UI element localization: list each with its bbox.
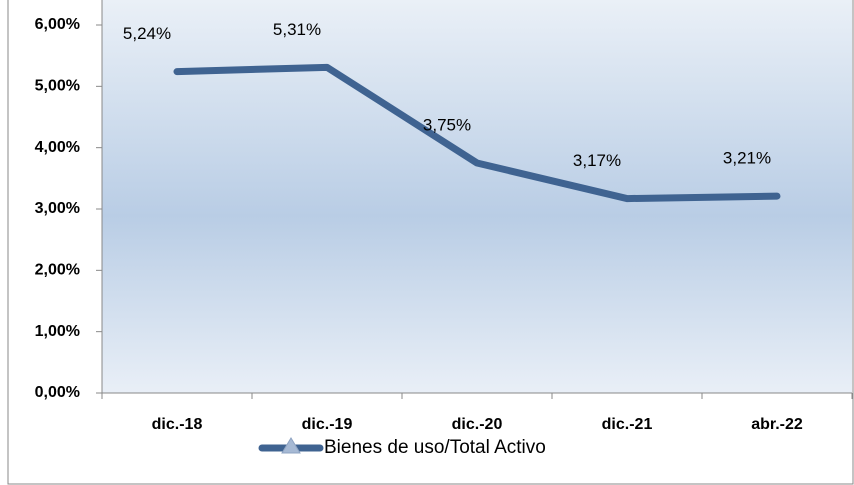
y-tick-label: 1,00% [35, 323, 80, 340]
legend-marker [281, 437, 301, 454]
x-tick-label: dic.-21 [602, 416, 653, 433]
y-tick-label: 2,00% [35, 262, 80, 279]
data-label: 3,75% [423, 115, 471, 134]
x-tick-label: abr.-22 [751, 416, 803, 433]
data-line [173, 63, 781, 203]
data-label: 3,17% [573, 151, 621, 170]
y-tick-label: 5,00% [35, 78, 80, 95]
data-label: 3,21% [723, 149, 771, 168]
x-tick-label: dic.-20 [452, 416, 503, 433]
x-tick-label: dic.-19 [302, 416, 353, 433]
y-tick-label: 0,00% [35, 384, 80, 401]
y-tick-label: 6,00% [35, 16, 80, 33]
x-tick-label: dic.-18 [152, 416, 203, 433]
data-label: 5,31% [273, 20, 321, 39]
legend-label: Bienes de uso/Total Activo [324, 437, 546, 458]
y-tick-label: 3,00% [35, 200, 80, 217]
data-label: 5,24% [123, 24, 171, 43]
y-tick-label: 4,00% [35, 139, 80, 156]
